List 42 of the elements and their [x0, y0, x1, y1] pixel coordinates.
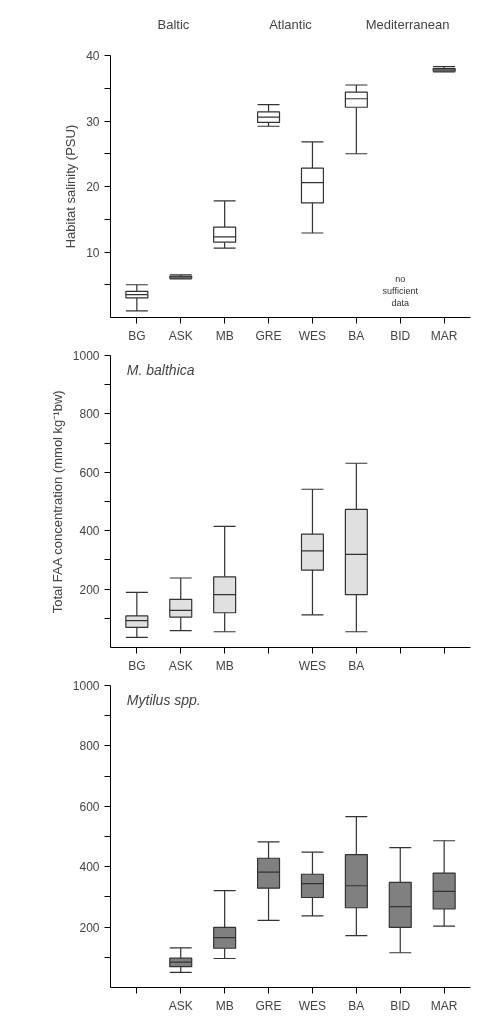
text: M. balthica [126, 361, 195, 378]
y-tick-label: 10 [86, 245, 100, 260]
text: Mytilus spp. [126, 691, 201, 708]
annotation: no sufficient data [382, 274, 419, 309]
y-axis-title: Habitat salinity (PSU) [63, 124, 79, 249]
x-tick-label: GRE [255, 328, 282, 343]
y-tick-label: 600 [79, 465, 100, 480]
y-tick-label: 800 [79, 407, 100, 422]
y-tick-label: 200 [79, 582, 100, 597]
y-axis-title: Total FAA concentration (mmol kg⁻¹bw) [49, 390, 65, 614]
y-tick-label: 20 [86, 180, 100, 194]
x-tick-label: WES [298, 658, 327, 673]
x-tick-label: BID [390, 998, 411, 1013]
x-tick-label: ASK [168, 328, 193, 343]
x-tick-label: BID [390, 328, 411, 343]
y-tick-label: 600 [79, 799, 100, 814]
x-tick-label: ASK [168, 658, 193, 673]
x-tick-label: BA [348, 328, 365, 343]
x-tick-label: WES [298, 328, 327, 343]
y-tick-label: 1000 [72, 679, 100, 693]
x-tick-label: MAR [430, 998, 458, 1013]
y-tick-label: 400 [79, 860, 100, 875]
y-tick-label: 30 [86, 114, 100, 129]
text: Atlantic [269, 17, 313, 32]
x-tick-label: BG [128, 328, 146, 343]
x-tick-label: ASK [168, 998, 193, 1013]
y-tick-label: 400 [79, 524, 100, 539]
x-tick-label: BG [128, 658, 146, 673]
y-tick-label: 800 [79, 739, 100, 754]
x-tick-label: BA [348, 998, 365, 1013]
x-tick-label: GRE [255, 998, 282, 1013]
x-tick-label: MAR [430, 328, 458, 343]
y-tick-label: 200 [79, 920, 100, 935]
x-tick-label: BA [348, 658, 365, 673]
text: Baltic [157, 17, 190, 32]
x-tick-label: WES [298, 998, 327, 1013]
x-tick-label: MB [215, 998, 234, 1013]
x-tick-label: MB [215, 328, 234, 343]
x-tick-label: MB [215, 658, 234, 673]
y-tick-label: 1000 [72, 349, 100, 363]
text: Mediterranean [365, 17, 450, 32]
y-tick-label: 40 [86, 49, 100, 63]
